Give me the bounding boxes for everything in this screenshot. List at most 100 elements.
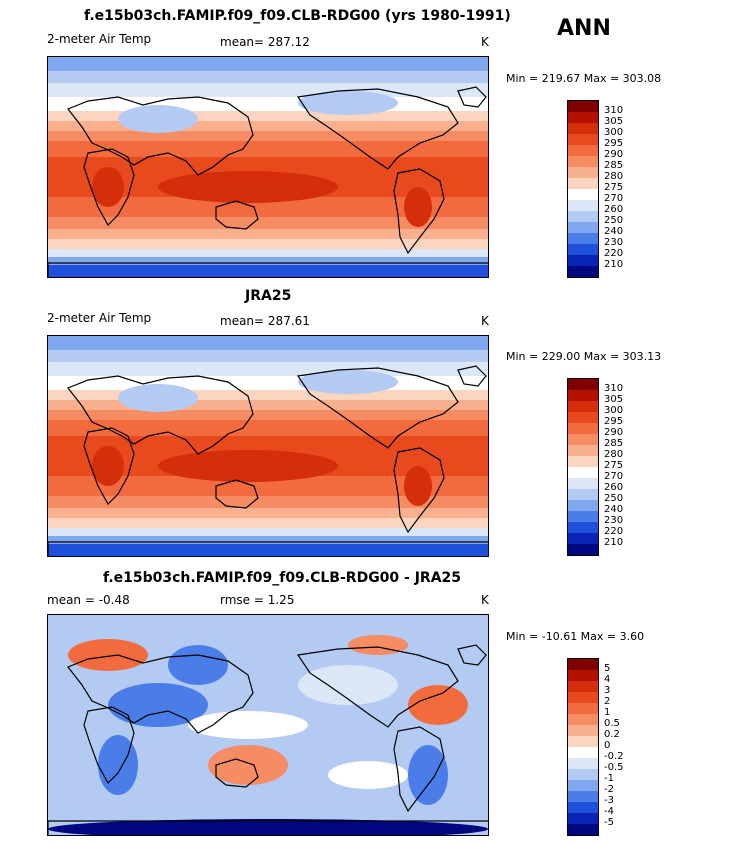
colorbar-tick-label: -0.5 — [604, 762, 624, 773]
panel1-map — [47, 56, 489, 278]
colorbar-tick-label: -3 — [604, 795, 614, 806]
colorbar-swatch — [568, 544, 598, 555]
colorbar-tick-label: 0.5 — [604, 718, 620, 729]
colorbar-swatch — [568, 769, 598, 780]
colorbar-tick-label: 5 — [604, 663, 611, 674]
colorbar-tick-label: 250 — [604, 215, 624, 226]
colorbar-swatch — [568, 123, 598, 134]
colorbar-swatch — [568, 791, 598, 802]
colorbar-tick-label: 210 — [604, 259, 624, 270]
panel2-mean-label: mean= 287.61 — [220, 314, 310, 328]
colorbar-tick-label: 285 — [604, 438, 624, 449]
coastline — [48, 262, 488, 277]
colorbar-swatch — [568, 500, 598, 511]
panel3-minmax: Min = -10.61 Max = 3.60 — [506, 630, 645, 643]
colorbar-swatch — [568, 489, 598, 500]
colorbar-tick-label: 270 — [604, 471, 624, 482]
panel2-units: K — [481, 314, 489, 328]
colorbar-swatch — [568, 511, 598, 522]
colorbar-swatch — [568, 101, 598, 112]
panel2-title: JRA25 — [245, 288, 292, 304]
colorbar-tick-label: 240 — [604, 226, 624, 237]
coastline — [215, 200, 259, 230]
colorbar-tick-label: 220 — [604, 526, 624, 537]
colorbar-swatch — [568, 456, 598, 467]
panel2-variable: 2-meter Air Temp — [47, 311, 152, 325]
panel1-title: f.e15b03ch.FAMIP.f09_f09.CLB-RDG00 (yrs … — [84, 8, 511, 24]
panel1-mean-label: mean= 287.12 — [220, 35, 310, 49]
colorbar-tick-label: -0.2 — [604, 751, 624, 762]
coastline — [67, 96, 254, 176]
colorbar-swatch — [568, 379, 598, 390]
colorbar-tick-label: -1 — [604, 773, 614, 784]
colorbar-swatch — [568, 824, 598, 835]
colorbar-swatch — [568, 434, 598, 445]
coastline — [393, 447, 445, 534]
colorbar-tick-label: 300 — [604, 127, 624, 138]
coastline — [457, 365, 487, 387]
colorbar-tick-label: 310 — [604, 383, 624, 394]
colorbar-swatch — [568, 401, 598, 412]
panel3-title: f.e15b03ch.FAMIP.f09_f09.CLB-RDG00 - JRA… — [103, 570, 462, 586]
colorbar-swatch — [568, 714, 598, 725]
colorbar-swatch — [568, 222, 598, 233]
colorbar-swatch — [568, 445, 598, 456]
colorbar-tick-label: 280 — [604, 449, 624, 460]
colorbar-tick-label: 230 — [604, 237, 624, 248]
colorbar-tick-label: 220 — [604, 248, 624, 259]
colorbar-swatch — [568, 255, 598, 266]
colorbar-tick-label: 2 — [604, 696, 611, 707]
coastline — [457, 644, 487, 666]
colorbar-swatch — [568, 670, 598, 681]
colorbar-swatch — [568, 156, 598, 167]
colorbar-swatch — [568, 211, 598, 222]
coastline — [67, 375, 254, 455]
panel2-colorbar — [567, 378, 599, 556]
panel3-mean-text: mean = -0.48 — [47, 593, 130, 607]
colorbar-swatch — [568, 681, 598, 692]
coastline — [48, 541, 488, 556]
colorbar-swatch — [568, 659, 598, 670]
colorbar-tick-label: 280 — [604, 171, 624, 182]
colorbar-swatch — [568, 780, 598, 791]
coastline — [48, 820, 488, 835]
colorbar-tick-label: 270 — [604, 193, 624, 204]
coastline — [83, 427, 135, 505]
coastline — [296, 646, 459, 728]
colorbar-swatch — [568, 747, 598, 758]
colorbar-tick-label: -4 — [604, 806, 614, 817]
colorbar-swatch — [568, 467, 598, 478]
colorbar-swatch — [568, 813, 598, 824]
colorbar-swatch — [568, 266, 598, 277]
coastline — [83, 706, 135, 784]
colorbar-swatch — [568, 703, 598, 714]
colorbar-tick-label: 260 — [604, 482, 624, 493]
colorbar-tick-label: 290 — [604, 427, 624, 438]
colorbar-tick-label: 295 — [604, 138, 624, 149]
colorbar-swatch — [568, 233, 598, 244]
colorbar-swatch — [568, 758, 598, 769]
colorbar-swatch — [568, 522, 598, 533]
colorbar-tick-label: -2 — [604, 784, 614, 795]
colorbar-swatch — [568, 692, 598, 703]
colorbar-swatch — [568, 412, 598, 423]
colorbar-tick-label: -5 — [604, 817, 614, 828]
coastline — [393, 168, 445, 255]
colorbar-tick-label: 240 — [604, 504, 624, 515]
colorbar-tick-label: 4 — [604, 674, 611, 685]
panel1-units: K — [481, 35, 489, 49]
season-label: ANN — [557, 16, 611, 41]
colorbar-swatch — [568, 112, 598, 123]
coastline — [67, 654, 254, 734]
coastline — [215, 758, 259, 788]
colorbar-tick-label: 305 — [604, 116, 624, 127]
colorbar-tick-label: 275 — [604, 460, 624, 471]
colorbar-swatch — [568, 423, 598, 434]
panel3-rmse-text: rmse = 1.25 — [220, 593, 295, 607]
coastline — [296, 367, 459, 449]
colorbar-tick-label: 295 — [604, 416, 624, 427]
colorbar-tick-label: 305 — [604, 394, 624, 405]
panel2-minmax: Min = 229.00 Max = 303.13 — [506, 350, 662, 363]
colorbar-swatch — [568, 145, 598, 156]
panel1-minmax: Min = 219.67 Max = 303.08 — [506, 72, 662, 85]
